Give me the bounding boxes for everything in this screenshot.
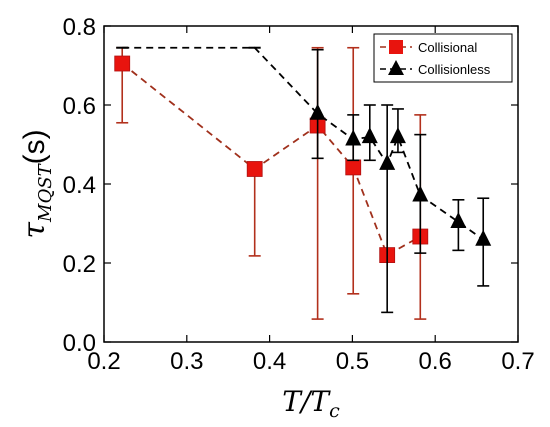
x-axis-label-text: T/Tc bbox=[282, 385, 340, 422]
x-tick-label: 0.5 bbox=[336, 348, 369, 375]
y-tick-label: 0.8 bbox=[63, 14, 96, 41]
x-tick-label: 0.6 bbox=[419, 348, 452, 375]
legend-marker-square bbox=[389, 40, 403, 54]
data-point-triangle bbox=[361, 127, 378, 144]
series-collisional bbox=[114, 46, 429, 320]
y-axis-label-text: τMQST(s) bbox=[17, 129, 56, 238]
y-tick-label: 0.2 bbox=[63, 251, 96, 278]
series-line bbox=[122, 46, 484, 241]
legend-label: Collisional bbox=[418, 40, 477, 55]
data-point-triangle bbox=[309, 103, 326, 120]
x-tick-label: 0.4 bbox=[253, 348, 286, 375]
x-axis-label: T/Tc bbox=[282, 385, 340, 422]
legend-marker-triangle bbox=[388, 60, 404, 75]
x-tick-label: 0.2 bbox=[87, 348, 120, 375]
y-tick-label: 0.0 bbox=[63, 330, 96, 357]
series-line bbox=[121, 62, 421, 257]
data-point-triangle bbox=[450, 212, 467, 228]
data-point-triangle bbox=[412, 185, 429, 202]
y-tick-label: 0.4 bbox=[63, 172, 96, 199]
legend-label: Collisionless bbox=[418, 62, 491, 77]
legend: Collisional Collisionless bbox=[373, 33, 513, 83]
y-axis-label: τMQST(s) bbox=[17, 129, 56, 238]
data-point-triangle bbox=[379, 153, 396, 170]
x-tick-label: 0.7 bbox=[501, 348, 534, 375]
data-point-triangle bbox=[475, 229, 492, 246]
x-axis: 0.2 0.3 0.4 0.5 0.6 0.7 bbox=[87, 26, 535, 375]
data-point-square bbox=[246, 161, 263, 177]
data-point-triangle bbox=[389, 127, 406, 144]
y-tick-label: 0.6 bbox=[63, 93, 96, 120]
data-point-square bbox=[345, 159, 362, 176]
plot-area bbox=[114, 46, 492, 320]
x-tick-label: 0.3 bbox=[170, 348, 203, 375]
data-point-triangle bbox=[345, 129, 362, 146]
series-collisionless bbox=[122, 46, 492, 314]
y-axis: 0.0 0.2 0.4 0.6 0.8 bbox=[63, 14, 518, 357]
data-point-square bbox=[114, 55, 131, 72]
